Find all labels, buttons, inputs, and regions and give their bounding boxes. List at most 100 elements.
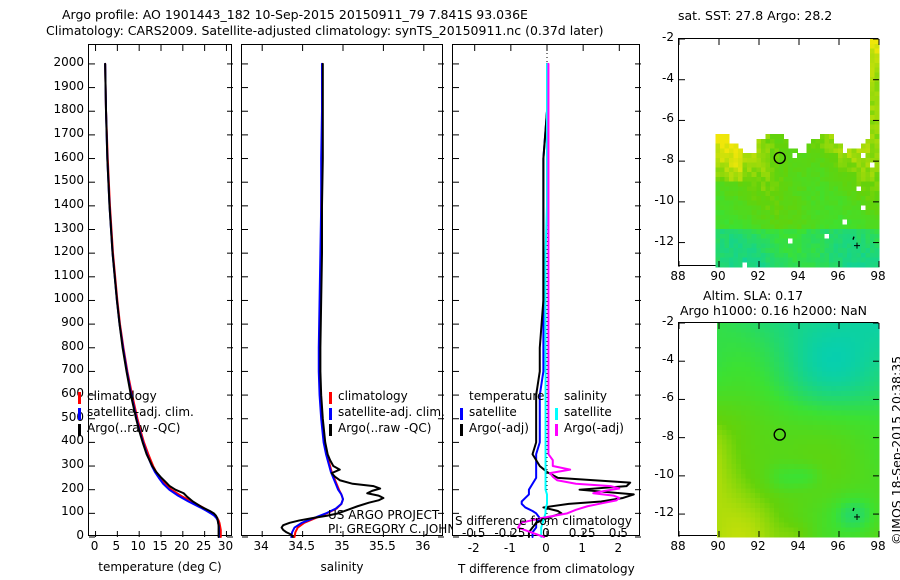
depth-ytick: 1200 xyxy=(53,244,84,259)
sst-map-xtick: 90 xyxy=(710,269,726,283)
sla-map-xtick: 94 xyxy=(790,539,806,553)
depth-ytick: 1500 xyxy=(53,173,84,188)
legend-label: satellite-adj. clim. xyxy=(338,405,445,419)
temperature-xtick: 25 xyxy=(195,539,212,553)
sst-map-plot xyxy=(678,38,880,268)
sst-map-ytick: -4 xyxy=(662,70,674,85)
legend-label: Argo(-adj) xyxy=(564,421,624,435)
legend-swatch xyxy=(78,408,81,420)
legend-heading: temperature xyxy=(469,389,545,403)
depth-ytick: 1700 xyxy=(53,125,84,140)
depth-ytick: 100 xyxy=(61,504,84,519)
difference-t-xtick: 2 xyxy=(614,541,623,555)
sst-map-xtick: 92 xyxy=(750,269,766,283)
sla-map-xtick: 92 xyxy=(750,539,766,553)
legend-swatch xyxy=(555,408,558,420)
depth-ytick: 400 xyxy=(61,433,84,448)
sst-map-ytick: -6 xyxy=(662,111,674,126)
temperature-xlabel: temperature (deg C) xyxy=(98,560,222,574)
depth-ytick: 500 xyxy=(61,409,84,424)
sla-map-ytick: -8 xyxy=(662,428,674,443)
depth-ytick: 600 xyxy=(61,386,84,401)
temperature-xtick: 5 xyxy=(112,539,121,553)
difference-t-xtick: -1 xyxy=(503,541,516,555)
depth-ytick: 2000 xyxy=(53,54,84,69)
sla-map-plot xyxy=(678,322,880,538)
temperature-xtick: 15 xyxy=(152,539,168,553)
legend-label: Argo(-adj) xyxy=(469,421,529,435)
legend-swatch xyxy=(555,424,558,436)
sst-map-xtick: 94 xyxy=(790,269,806,283)
sst-map-xtick: 98 xyxy=(870,269,886,283)
legend-swatch xyxy=(329,424,332,436)
legend-swatch xyxy=(460,408,463,420)
sst-map-ytick: -8 xyxy=(662,152,674,167)
depth-ytick: 1300 xyxy=(53,220,84,235)
depth-ytick: 1600 xyxy=(53,149,84,164)
legend-label: Argo(..raw -QC) xyxy=(87,421,181,435)
difference-s-xtick: -0.5 xyxy=(461,526,486,540)
sla-map-title-line2: Argo h1000: 0.16 h2000: NaN xyxy=(680,303,868,318)
page-title-line2: Climatology: CARS2009. Satellite-adjuste… xyxy=(46,23,604,38)
difference-t-xlabel: T difference from climatology xyxy=(458,562,635,576)
difference-t-xtick: 1 xyxy=(578,541,586,555)
temperature-xtick: 10 xyxy=(130,539,146,553)
sst-map-panel xyxy=(678,38,880,268)
us-argo-project-label: US ARGO PROJECT xyxy=(328,508,440,522)
salinity-xtick: 35 xyxy=(334,539,350,553)
salinity-xtick: 34 xyxy=(253,539,269,553)
difference-s-xtick: -0.25 xyxy=(494,526,526,540)
salinity-panel xyxy=(241,44,444,538)
difference-s-xlabel: S difference from climatology xyxy=(455,514,632,528)
sst-map-xtick: 88 xyxy=(670,269,686,283)
sst-map-ytick: -2 xyxy=(662,30,674,44)
difference-s-xtick: 0.5 xyxy=(608,526,628,540)
temperature-plot xyxy=(89,45,233,538)
sla-map-xtick: 96 xyxy=(830,539,846,553)
depth-ytick: 900 xyxy=(61,315,84,330)
legend-label: Argo(..raw -QC) xyxy=(338,421,432,435)
legend-swatch xyxy=(329,408,332,420)
depth-ytick: 0 xyxy=(76,528,84,542)
salinity-xtick: 36 xyxy=(415,539,431,553)
legend-label: satellite-adj. clim. xyxy=(87,405,194,419)
sla-map-ytick: -6 xyxy=(662,390,674,405)
legend-swatch xyxy=(78,392,81,404)
difference-s-xtick: 0.25 xyxy=(568,526,596,540)
temperature-xtick: 30 xyxy=(217,539,234,553)
depth-ytick: 200 xyxy=(61,480,84,495)
legend-heading: salinity xyxy=(564,389,608,403)
sst-map-xtick: 96 xyxy=(830,269,846,283)
depth-ytick: 1800 xyxy=(53,102,84,117)
legend-label: satellite xyxy=(469,405,517,419)
legend-label: satellite xyxy=(564,405,612,419)
sst-map-ytick: -10 xyxy=(654,192,674,207)
salinity-plot xyxy=(242,45,444,538)
depth-ytick: 700 xyxy=(61,362,84,377)
depth-ytick: 1000 xyxy=(53,291,84,306)
difference-s-xtick: 0 xyxy=(542,526,550,540)
sla-map-ytick: -12 xyxy=(654,505,674,520)
salinity-xtick: 35.5 xyxy=(369,539,396,553)
imos-credit: ©IMOS 18-Sep-2015 20:38:35 xyxy=(889,355,900,545)
legend-swatch xyxy=(78,424,81,436)
legend-label: climatology xyxy=(87,389,157,403)
depth-ytick: 1400 xyxy=(53,196,84,211)
sla-map-xtick: 90 xyxy=(710,539,726,553)
sla-map-xtick: 88 xyxy=(670,539,686,553)
depth-ytick: 800 xyxy=(61,338,84,353)
legend-swatch xyxy=(460,424,463,436)
depth-ytick: 1900 xyxy=(53,78,84,93)
salinity-xtick: 34.5 xyxy=(288,539,315,553)
sst-map-title: sat. SST: 27.8 Argo: 28.2 xyxy=(678,8,833,23)
temperature-panel xyxy=(88,44,233,538)
page-title-line1: Argo profile: AO 1901443_182 10-Sep-2015… xyxy=(62,7,528,22)
difference-panel xyxy=(452,44,641,538)
legend-label: climatology xyxy=(338,389,408,403)
pi-label: PI: GREGORY C. JOHNSON xyxy=(328,522,483,536)
difference-t-xtick: 0 xyxy=(542,541,550,555)
sla-map-ytick: -10 xyxy=(654,466,674,481)
depth-ytick: 1100 xyxy=(53,267,84,282)
difference-plot xyxy=(453,45,641,538)
difference-t-xtick: -2 xyxy=(467,541,480,555)
